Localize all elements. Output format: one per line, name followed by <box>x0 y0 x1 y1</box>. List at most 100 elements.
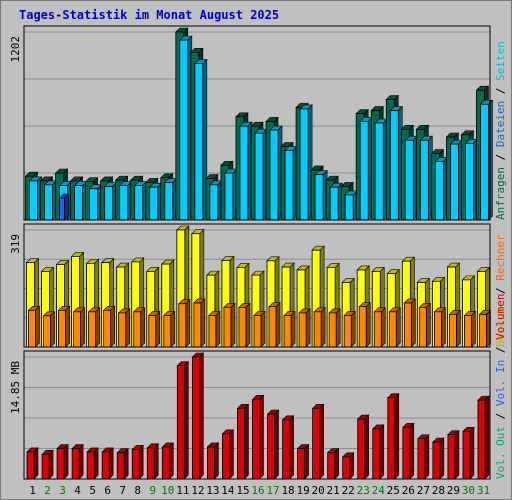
bar-dateien-face <box>134 185 144 221</box>
bar-rechner <box>238 302 251 348</box>
bar-rechner-face <box>328 312 337 348</box>
legend-top: Anfragen / Dateien / Seiten <box>494 41 507 220</box>
bar-volumen-face <box>206 446 215 480</box>
bar-volumen-side <box>199 352 204 480</box>
bar-rechner <box>388 307 401 348</box>
bar-dateien <box>134 180 148 221</box>
bar-dateien-face <box>269 129 279 221</box>
bar-volumen-face <box>417 438 426 480</box>
bar-volumen-side <box>484 395 490 480</box>
bar-volumen <box>146 443 159 480</box>
x-tick-label: 10 <box>161 484 174 497</box>
bar-volumen-face <box>176 365 185 480</box>
bar-dateien <box>254 128 268 221</box>
bar-volumen-side <box>454 429 460 480</box>
bar-volumen-side <box>304 443 309 480</box>
y-max-label: 14.85 MB <box>9 361 22 414</box>
bar-volumen-face <box>71 448 80 480</box>
bar-rechner <box>193 298 206 348</box>
bar-rechner-face <box>479 313 487 348</box>
bar-dateien-face <box>74 185 83 221</box>
bar-rechner-side <box>185 298 191 348</box>
bar-rechner-face <box>313 311 322 348</box>
bar-volumen-side <box>364 414 370 480</box>
bar-volumen-side <box>349 452 354 480</box>
bar-rechner-side <box>65 305 70 348</box>
bar-volumen-side <box>469 426 475 480</box>
bar-volumen <box>432 437 445 480</box>
bar-volumen-face <box>131 449 140 480</box>
bar-volumen <box>71 443 84 480</box>
bar-rechner-face <box>73 311 81 348</box>
bar-dateien-face <box>480 103 489 221</box>
bar-volumen <box>86 447 99 480</box>
bar-rechner <box>403 298 417 348</box>
bar-dateien <box>149 182 163 221</box>
bar-rechner-side <box>200 298 206 348</box>
bar-rechner <box>313 307 326 348</box>
x-tick-label: 13 <box>206 484 219 497</box>
bar-volumen-side <box>394 392 400 480</box>
bar-rechner-side <box>260 310 266 348</box>
bar-volumen-face <box>116 452 125 480</box>
bar-dateien <box>28 176 43 221</box>
bar-volumen-side <box>424 434 430 480</box>
chart-title: Tages-Statistik im Monat August 2025 <box>19 8 279 22</box>
legend-item: Rechner <box>494 234 507 281</box>
x-tick-label: 22 <box>342 484 355 497</box>
bar-volumen-face <box>86 451 95 480</box>
legend-item: Vol. In <box>494 360 507 406</box>
bar-rechner <box>72 307 86 348</box>
bar-rechner-face <box>223 306 232 348</box>
x-tick-label: 23 <box>357 484 370 497</box>
bar-volumen-face <box>56 448 65 480</box>
bar-volumen-face <box>26 451 35 480</box>
bar-rechner-face <box>283 315 292 348</box>
bar-volumen-face <box>282 419 290 480</box>
bar-rechner-face <box>133 311 142 348</box>
bar-rechner-side <box>290 310 296 348</box>
bar-volumen-side <box>168 442 174 480</box>
bar-dateien-face <box>374 122 384 221</box>
bar-rechner-side <box>230 302 236 348</box>
bar-volumen <box>341 452 355 480</box>
bar-dateien-face <box>254 132 264 221</box>
bar-rechner-face <box>88 311 97 348</box>
bar-rechner-side <box>125 308 130 348</box>
bar-dateien <box>224 168 238 221</box>
bar-rechner <box>148 310 161 348</box>
bar-rechner-face <box>148 315 157 348</box>
bar-seiten <box>58 193 70 221</box>
legend-item: Volumen <box>494 294 507 340</box>
legend-middle: Besuche / Rechner <box>494 234 507 347</box>
bar-volumen-face <box>222 433 230 480</box>
x-tick-label: 26 <box>402 484 415 497</box>
bar-dateien-face <box>104 185 114 221</box>
bar-rechner-face <box>418 306 427 348</box>
bar-rechner-side <box>80 307 85 348</box>
bar-rechner-face <box>118 312 127 348</box>
bar-rechner <box>253 310 266 348</box>
bar-volumen <box>236 403 250 480</box>
bar-rechner <box>208 310 221 348</box>
bar-rechner-face <box>388 311 397 348</box>
y-max-label: 1202 <box>9 36 22 63</box>
bar-volumen <box>356 414 370 480</box>
bar-volumen <box>176 360 190 480</box>
legend-separator: / <box>494 340 507 360</box>
bar-dateien-face <box>314 174 324 221</box>
bar-rechner <box>373 307 386 348</box>
bar-rechner-face <box>193 302 202 348</box>
x-tick-label: 27 <box>417 484 430 497</box>
x-tick-label: 17 <box>266 484 279 497</box>
bar-volumen-face <box>237 407 245 480</box>
bar-volumen-face <box>387 397 396 480</box>
legend-item: Dateien <box>494 101 507 147</box>
bar-volumen-side <box>319 403 324 480</box>
x-tick-label: 11 <box>176 484 189 497</box>
bar-rechner-face <box>163 315 172 348</box>
bar-volumen <box>417 434 430 480</box>
bar-rechner <box>343 310 356 348</box>
bar-dateien <box>103 181 118 221</box>
bar-volumen-face <box>357 418 366 480</box>
